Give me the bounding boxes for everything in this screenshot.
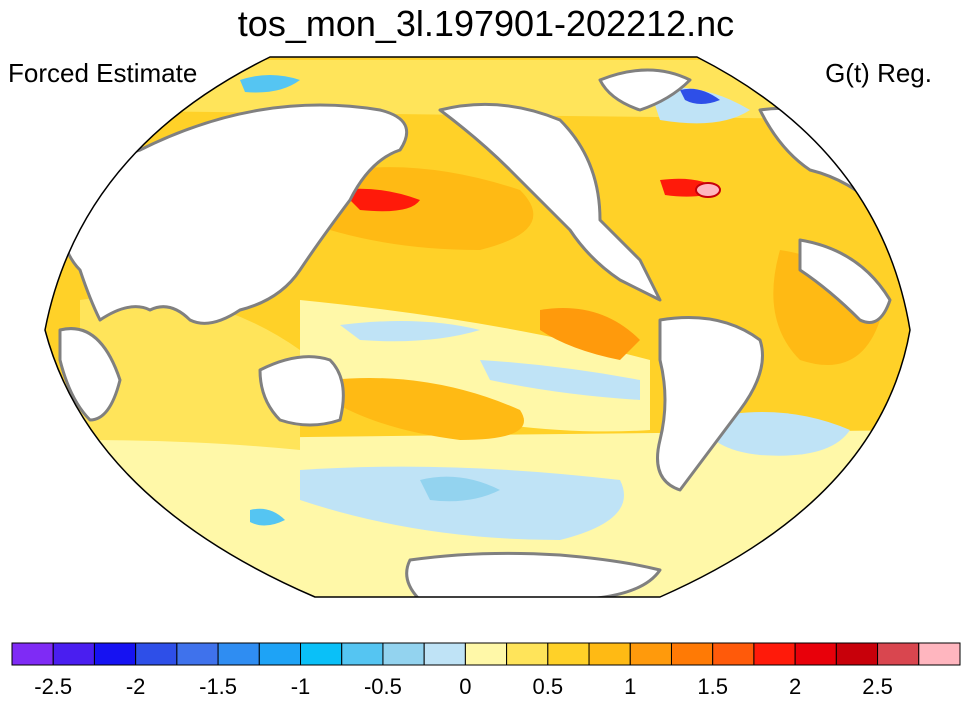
globe-outline — [44, 56, 911, 598]
east-pacific-warm — [540, 308, 640, 360]
southern-ocean-cool — [300, 466, 624, 540]
southern-ocean-cooler — [420, 476, 500, 502]
west-africa-land — [798, 238, 892, 324]
colorbar-tick-label: -1 — [291, 674, 311, 699]
colorbar-cell — [52, 642, 95, 666]
colorbar-cell — [217, 642, 260, 666]
colorbar-tick-label: 0 — [459, 674, 471, 699]
atlantic-warm — [773, 250, 880, 365]
colorbar-tick-label: -2 — [126, 674, 146, 699]
kuroshio-hotspot — [340, 188, 420, 212]
colorbar-cell — [794, 642, 837, 666]
greenland-land — [598, 68, 692, 112]
antarctica-land — [405, 551, 662, 597]
colorbar-cell — [670, 642, 714, 666]
colorbar-cell — [629, 642, 672, 666]
colorbar-cell — [835, 642, 879, 666]
south-america-land — [656, 316, 764, 492]
north-america-land — [438, 102, 662, 302]
arctic-cool — [240, 75, 300, 93]
colorbar-tick-label: 0.5 — [533, 674, 564, 699]
colorbar-tick-label: -2.5 — [34, 674, 72, 699]
colorbar-tick-label: -0.5 — [364, 674, 402, 699]
africa-land — [58, 327, 122, 422]
labrador-cool — [650, 87, 750, 124]
colorbar-tick-label: -1.5 — [199, 674, 237, 699]
colorbar-tick-label: 2.5 — [862, 674, 893, 699]
gulf-stream-peak — [695, 182, 721, 198]
australia-land — [258, 355, 345, 427]
colorbar-tick-label: 1.5 — [697, 674, 728, 699]
colorbar-cells — [11, 642, 961, 666]
colorbar-cell — [918, 642, 961, 666]
colorbar-cell — [382, 642, 425, 666]
colorbar-cell — [712, 642, 755, 666]
equatorial-cool — [340, 321, 480, 342]
map-title: tos_mon_3l.197901-202212.nc — [237, 3, 735, 44]
colorbar-cell — [341, 642, 384, 666]
eurasia-land — [58, 103, 409, 325]
labrador-cold-core — [680, 88, 720, 104]
indian-southern-cool — [250, 508, 285, 526]
colorbar-cell — [547, 642, 590, 666]
colorbar-cell — [93, 642, 137, 666]
ocean-field — [45, 57, 910, 597]
left-label: Forced Estimate — [8, 58, 198, 88]
colorbar-ticks: -2.5 -2 -1.5 -1 -0.5 0 0.5 1 1.5 2 2.5 — [34, 674, 893, 699]
south-pacific-warm — [330, 378, 524, 440]
south-atlantic-cool — [700, 412, 850, 456]
colorbar-tick-label: 2 — [789, 674, 801, 699]
right-label: G(t) Reg. — [825, 58, 932, 88]
colorbar-cell — [176, 642, 219, 666]
colorbar-cell — [300, 642, 343, 666]
colorbar-cell — [464, 642, 508, 666]
colorbar-cell — [423, 642, 466, 666]
colorbar-cell — [877, 642, 920, 666]
southeast-pacific-cool — [480, 360, 640, 400]
colorbar-tick-label: 1 — [624, 674, 636, 699]
colorbar-cell — [753, 642, 796, 666]
colorbar-cell — [588, 642, 631, 666]
colorbar-cell — [11, 642, 54, 666]
colorbar-cell — [258, 642, 302, 666]
colorbar-cell — [135, 642, 178, 666]
indian-ocean-light — [80, 295, 300, 450]
colorbar-cell — [506, 642, 549, 666]
